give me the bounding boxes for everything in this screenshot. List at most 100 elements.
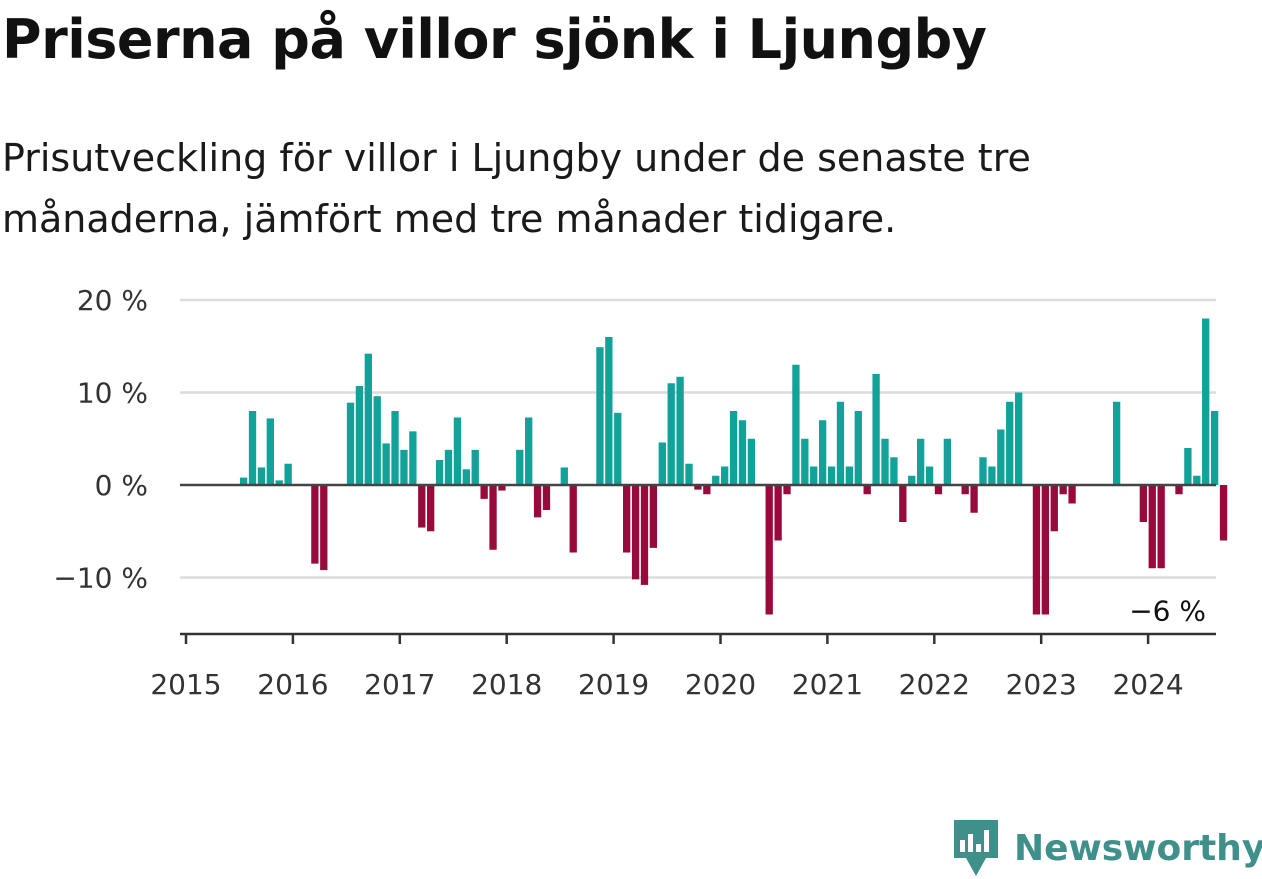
bar bbox=[721, 466, 729, 485]
bar bbox=[569, 485, 577, 553]
x-tick-label: 2024 bbox=[1112, 668, 1183, 701]
bar bbox=[355, 386, 364, 485]
bar bbox=[1014, 392, 1023, 485]
bar bbox=[997, 429, 1005, 485]
bar bbox=[516, 449, 524, 485]
y-tick-label: 0 % bbox=[95, 469, 148, 502]
bar bbox=[364, 353, 372, 485]
bar bbox=[916, 438, 925, 485]
bar bbox=[649, 485, 658, 548]
bar bbox=[818, 420, 827, 485]
bar bbox=[1175, 485, 1183, 495]
bar bbox=[471, 449, 479, 485]
x-tick-label: 2017 bbox=[364, 668, 435, 701]
bar bbox=[979, 457, 987, 485]
chart-subtitle: Prisutveckling för villor i Ljungby unde… bbox=[2, 136, 1031, 241]
bar bbox=[275, 480, 283, 486]
bar bbox=[623, 485, 631, 553]
x-tick-label: 2022 bbox=[899, 668, 970, 701]
bar bbox=[899, 485, 907, 522]
bar bbox=[462, 469, 470, 485]
chart-title: Priserna på villor sjönk i Ljungby bbox=[2, 8, 987, 71]
bar bbox=[480, 485, 488, 499]
bar bbox=[738, 420, 747, 485]
brand-name: Newsworthy bbox=[1014, 827, 1262, 869]
bar bbox=[783, 485, 791, 495]
bar bbox=[284, 463, 292, 485]
x-tick-label: 2019 bbox=[578, 668, 649, 701]
bar bbox=[498, 485, 506, 491]
bar bbox=[988, 466, 996, 485]
bar bbox=[685, 463, 693, 485]
bar bbox=[1032, 485, 1041, 615]
bar bbox=[311, 485, 319, 564]
bar bbox=[934, 485, 943, 495]
bar bbox=[1112, 401, 1121, 485]
bar bbox=[1148, 485, 1156, 569]
bar bbox=[1219, 485, 1228, 541]
bar bbox=[792, 364, 800, 485]
bar bbox=[533, 485, 542, 518]
bar bbox=[640, 485, 649, 585]
bar bbox=[418, 485, 426, 528]
bar bbox=[605, 337, 613, 485]
bar bbox=[658, 442, 666, 485]
bar bbox=[676, 376, 684, 485]
bar bbox=[257, 467, 266, 485]
bar bbox=[1139, 485, 1147, 522]
bar bbox=[943, 438, 952, 485]
bar bbox=[694, 485, 702, 490]
bar bbox=[239, 477, 248, 485]
bar bbox=[1202, 318, 1210, 485]
bar bbox=[890, 457, 898, 485]
bar bbox=[667, 383, 675, 485]
x-tick-label: 2023 bbox=[1006, 668, 1077, 701]
bar bbox=[1210, 411, 1219, 485]
grid-layer bbox=[180, 298, 1216, 579]
bar bbox=[863, 485, 871, 495]
axis-layer bbox=[180, 483, 1216, 644]
x-tick-label: 2020 bbox=[685, 668, 756, 701]
bar bbox=[1193, 475, 1201, 485]
bar bbox=[925, 466, 934, 485]
bar bbox=[373, 396, 381, 485]
bar bbox=[391, 411, 399, 485]
y-tick-label: 10 % bbox=[77, 377, 148, 410]
end-label-background bbox=[1122, 586, 1214, 627]
bar bbox=[631, 485, 640, 580]
bar bbox=[961, 485, 969, 495]
bar bbox=[712, 475, 720, 485]
x-tick-label: 2018 bbox=[471, 668, 542, 701]
bar bbox=[1157, 485, 1165, 569]
bar bbox=[266, 418, 274, 485]
bar bbox=[409, 431, 417, 485]
bar bbox=[845, 466, 854, 485]
end-value-label: −6 % bbox=[1129, 595, 1206, 628]
labels-layer: 20 % 10 % 0 % −10 % 2015 2016 2017 2018 2019 2020… bbox=[53, 284, 1214, 701]
bar bbox=[836, 401, 845, 485]
bar bbox=[248, 411, 257, 485]
x-tick-label: 2016 bbox=[257, 668, 328, 701]
bar bbox=[1041, 485, 1050, 615]
bar bbox=[382, 443, 390, 486]
bar bbox=[444, 449, 453, 485]
newsworthy-logo-icon bbox=[954, 820, 998, 876]
bar bbox=[1068, 485, 1076, 504]
brand: Newsworthy bbox=[952, 818, 1262, 878]
bar bbox=[729, 411, 738, 485]
bar bbox=[1059, 485, 1067, 495]
bar bbox=[703, 485, 711, 495]
bar bbox=[427, 485, 435, 532]
bar bbox=[400, 449, 408, 485]
bar bbox=[774, 485, 782, 541]
x-tick-label: 2021 bbox=[792, 668, 863, 701]
bar bbox=[854, 411, 862, 485]
bar bbox=[435, 460, 444, 485]
bar bbox=[1006, 401, 1014, 485]
bar bbox=[542, 485, 551, 510]
bar bbox=[453, 417, 462, 485]
bar bbox=[489, 485, 497, 550]
bar bbox=[810, 466, 818, 485]
bar bbox=[596, 347, 604, 485]
